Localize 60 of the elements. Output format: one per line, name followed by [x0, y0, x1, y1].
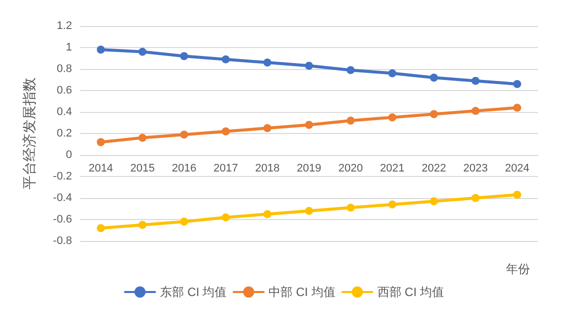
x-tick-label: 2020 — [338, 162, 363, 174]
y-tick-label: -0.4 — [53, 192, 72, 204]
point — [180, 52, 188, 60]
point — [430, 110, 438, 118]
y-tick-label: 0.2 — [56, 128, 72, 140]
y-tick-label: 1.2 — [56, 20, 72, 32]
y-tick-label: 1 — [66, 42, 72, 54]
point — [305, 206, 313, 215]
point — [430, 197, 438, 206]
point — [472, 194, 480, 202]
y-tick-label: 0 — [66, 149, 72, 161]
x-tick-label: 2022 — [422, 162, 446, 174]
x-tick-label: 2023 — [463, 162, 488, 174]
point — [388, 200, 396, 208]
x-tick-label: 2015 — [130, 162, 155, 174]
point — [138, 48, 146, 56]
point — [222, 127, 230, 136]
point — [513, 80, 522, 88]
point — [96, 138, 105, 146]
x-tick-label: 2019 — [296, 162, 322, 174]
point — [472, 106, 480, 115]
point — [263, 124, 272, 132]
point — [305, 62, 313, 70]
point — [222, 213, 230, 222]
x-tick-label: 2024 — [504, 162, 530, 174]
point — [222, 55, 230, 64]
y-tick-label: -0.6 — [53, 214, 72, 226]
legend-label: 西部 CI 均值 — [377, 285, 444, 299]
point — [138, 220, 146, 229]
x-axis-title: 年份 — [506, 262, 530, 276]
y-axis-title: 平台经济发展指数 — [21, 78, 37, 190]
y-tick-label: -0.2 — [53, 170, 72, 182]
point — [263, 210, 272, 218]
point — [430, 74, 438, 82]
point — [96, 46, 105, 54]
y-tick-label: 0.6 — [56, 84, 72, 96]
point — [346, 116, 355, 125]
y-tick-label: 0.8 — [56, 63, 72, 75]
legend-label: 东部 CI 均值 — [160, 285, 227, 299]
point — [180, 218, 188, 226]
x-tick-label: 2018 — [255, 162, 280, 174]
point — [138, 134, 146, 142]
x-tick-label: 2021 — [380, 162, 405, 174]
x-tick-label: 2014 — [88, 162, 114, 174]
legend-label: 中部 CI 均值 — [268, 285, 336, 299]
y-tick-label: 0.4 — [56, 106, 72, 118]
point — [513, 190, 522, 199]
x-tick-label: 2016 — [172, 162, 196, 174]
y-tick-label: -0.8 — [53, 235, 72, 247]
point — [388, 69, 396, 78]
x-tick-label: 2017 — [213, 162, 238, 174]
point — [388, 113, 396, 122]
point — [96, 224, 105, 232]
point — [346, 204, 355, 212]
point — [513, 104, 522, 112]
point — [346, 66, 355, 74]
point — [180, 130, 188, 139]
point — [472, 76, 480, 85]
point — [305, 120, 313, 129]
point — [263, 58, 272, 67]
